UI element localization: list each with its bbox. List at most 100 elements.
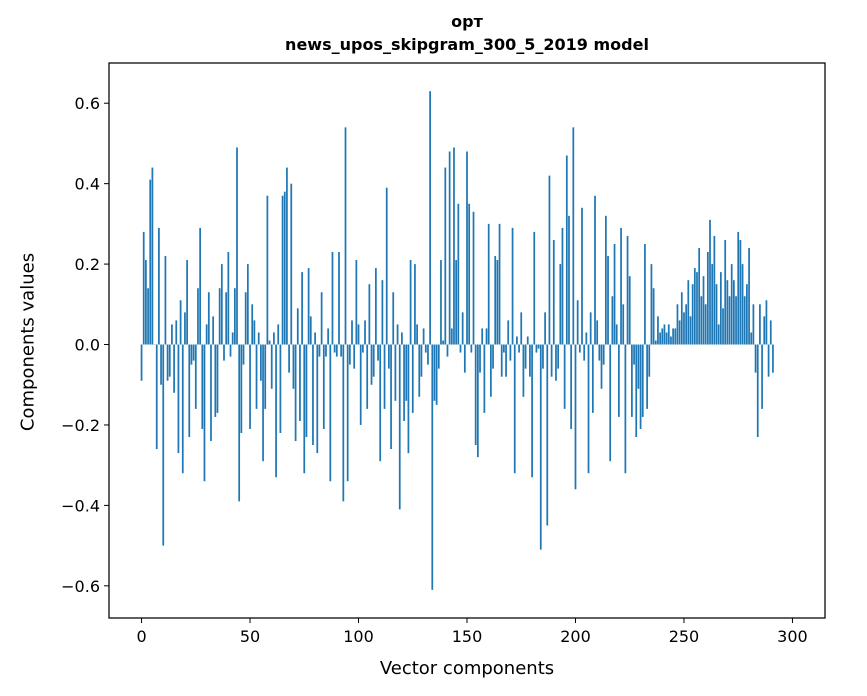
bar-189 (551, 345, 553, 377)
bar-249 (681, 292, 683, 344)
bar-179 (529, 345, 531, 377)
bar-221 (620, 228, 622, 345)
bar-101 (360, 345, 362, 425)
bar-115 (390, 345, 392, 450)
bar-59 (269, 341, 271, 345)
bar-77 (308, 268, 310, 344)
y-tick-label: 0.6 (75, 94, 100, 113)
bar-201 (577, 300, 579, 344)
bar-50 (249, 345, 251, 429)
bar-25 (195, 345, 197, 409)
bar-76 (306, 345, 308, 438)
bar-196 (566, 156, 568, 345)
bar-154 (475, 345, 477, 446)
bar-183 (538, 345, 540, 349)
bar-208 (592, 345, 594, 413)
bar-262 (709, 220, 711, 345)
bar-134 (431, 345, 433, 590)
bar-198 (570, 345, 572, 429)
bar-8 (158, 228, 160, 345)
bar-108 (375, 268, 377, 344)
bar-225 (629, 276, 631, 344)
bar-289 (768, 345, 770, 377)
bar-61 (273, 332, 275, 344)
bar-75 (303, 345, 305, 474)
bar-99 (355, 260, 357, 344)
bar-284 (757, 345, 759, 438)
bar-130 (423, 328, 425, 344)
bar-118 (397, 324, 399, 344)
bar-45 (238, 345, 240, 502)
bar-229 (638, 345, 640, 389)
bar-13 (169, 345, 171, 377)
bar-87 (329, 345, 331, 482)
bar-40 (227, 252, 229, 345)
bar-139 (442, 341, 444, 345)
bar-162 (492, 345, 494, 369)
y-tick-label: 0.4 (75, 175, 100, 194)
bar-74 (301, 272, 303, 344)
bar-283 (755, 345, 757, 373)
x-tick-label: 50 (240, 627, 260, 646)
bar-197 (568, 216, 570, 345)
bar-54 (258, 332, 260, 344)
bar-258 (700, 296, 702, 344)
bar-174 (518, 345, 520, 353)
bar-224 (627, 236, 629, 345)
bar-165 (499, 224, 501, 345)
bar-85 (325, 345, 327, 357)
bar-66 (284, 192, 286, 345)
bar-30 (206, 324, 208, 344)
bar-232 (644, 244, 646, 345)
x-tick-label: 250 (669, 627, 700, 646)
bar-64 (280, 345, 282, 433)
bar-51 (251, 304, 253, 344)
bar-244 (670, 336, 672, 344)
bar-147 (460, 345, 462, 353)
bar-83 (321, 292, 323, 344)
bar-260 (705, 304, 707, 344)
bar-286 (761, 345, 763, 409)
bar-152 (470, 345, 472, 353)
bar-158 (483, 345, 485, 413)
bar-170 (510, 345, 512, 361)
bar-114 (388, 345, 390, 369)
bar-65 (282, 196, 284, 345)
bar-195 (564, 345, 566, 409)
bar-171 (512, 228, 514, 345)
bar-150 (466, 151, 468, 344)
bar-105 (369, 284, 371, 344)
bar-143 (451, 328, 453, 344)
bar-234 (648, 345, 650, 377)
bar-144 (453, 147, 455, 344)
bar-79 (312, 345, 314, 446)
bar-175 (520, 312, 522, 344)
bar-185 (542, 345, 544, 369)
bar-132 (427, 345, 429, 365)
bar-7 (156, 345, 158, 450)
bar-47 (243, 345, 245, 365)
bar-38 (223, 345, 225, 361)
bar-92 (340, 345, 342, 357)
bar-230 (640, 345, 642, 429)
bar-53 (256, 345, 258, 409)
bar-236 (653, 288, 655, 344)
bar-231 (642, 345, 644, 417)
bar-10 (162, 345, 164, 546)
bar-161 (490, 345, 492, 397)
y-tick-label: −0.4 (61, 496, 100, 515)
bar-191 (555, 345, 557, 381)
bar-141 (447, 345, 449, 357)
bar-287 (763, 316, 765, 344)
bar-220 (618, 345, 620, 417)
bar-123 (408, 345, 410, 454)
bar-55 (260, 345, 262, 381)
bar-62 (275, 345, 277, 478)
bar-142 (449, 151, 451, 344)
bar-181 (533, 232, 535, 345)
bar-35 (217, 345, 219, 413)
bar-43 (234, 288, 236, 344)
bar-72 (297, 308, 299, 344)
bar-84 (323, 345, 325, 429)
bar-281 (750, 332, 752, 344)
